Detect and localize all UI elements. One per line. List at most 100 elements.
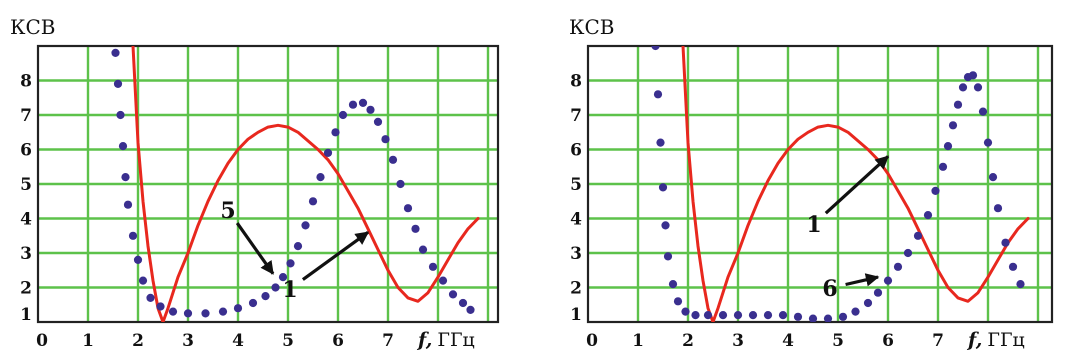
series-point <box>656 138 665 147</box>
series-point <box>133 255 143 264</box>
series-point <box>893 262 903 271</box>
series-point <box>993 204 1003 213</box>
y-tick-label: 2 <box>570 279 582 299</box>
series-point <box>293 242 303 251</box>
series-point <box>948 121 958 130</box>
annotation-label: 1 <box>282 277 297 303</box>
series-point <box>658 183 668 192</box>
x-tick-label: 4 <box>782 331 794 351</box>
y-tick-label: 1 <box>570 305 582 325</box>
series-point <box>1016 280 1025 289</box>
series-point <box>418 245 428 254</box>
series-point <box>168 307 178 316</box>
series-point <box>458 298 468 308</box>
series-point <box>331 128 340 137</box>
x-tick-label: 1 <box>632 331 644 351</box>
y-tick-label: 3 <box>20 244 32 264</box>
series-point <box>111 48 120 58</box>
y-tick-label: 7 <box>570 106 582 126</box>
series-point <box>118 142 128 151</box>
series-point <box>923 211 933 220</box>
series-point <box>863 298 873 308</box>
x-tick-label: 1 <box>82 331 94 351</box>
y-tick-label: 6 <box>570 141 582 161</box>
x-tick-label: 7 <box>932 331 944 351</box>
series-point <box>983 138 993 147</box>
series-point <box>301 221 310 230</box>
series-point <box>851 307 860 316</box>
series-point <box>156 302 165 311</box>
annotation-label: 6 <box>822 276 837 302</box>
series-point <box>1001 238 1010 247</box>
series-point <box>218 307 228 316</box>
series-point <box>183 309 193 318</box>
series-point <box>968 71 978 80</box>
series-point <box>691 311 700 320</box>
series-point <box>973 83 983 92</box>
series-point <box>873 288 883 297</box>
y-tick-label: 1 <box>20 305 32 325</box>
series-point <box>943 142 953 151</box>
plot-frame <box>36 44 500 324</box>
series-point <box>1008 262 1018 271</box>
series-point <box>308 197 318 206</box>
series-point <box>113 79 123 88</box>
series-line-solid <box>681 46 1030 322</box>
x-tick-label: 3 <box>732 331 744 351</box>
series-point <box>123 200 133 209</box>
series-point <box>883 276 893 285</box>
series-point <box>248 298 258 308</box>
y-tick-label: 6 <box>20 141 32 161</box>
series-point <box>138 276 148 285</box>
series-point <box>913 231 923 240</box>
y-tick-label: 7 <box>20 106 32 126</box>
y-tick-label: 8 <box>570 72 582 92</box>
x-tick-label: 2 <box>132 331 144 351</box>
series-point <box>411 224 420 233</box>
annotation-arrow <box>845 273 880 287</box>
series-point <box>663 252 673 261</box>
y-axis-title: КСВ <box>10 15 55 39</box>
series-point <box>661 221 670 230</box>
series-point <box>338 110 348 120</box>
y-tick-label: 5 <box>570 175 582 195</box>
series-point <box>358 98 368 107</box>
y-tick-label: 4 <box>570 210 582 230</box>
x-tick-label: 5 <box>282 331 294 351</box>
series-point <box>653 90 663 99</box>
series-point <box>233 304 243 313</box>
y-tick-label: 8 <box>20 72 32 92</box>
annotation-arrow <box>824 155 890 215</box>
y-tick-label: 5 <box>20 175 32 195</box>
series-point <box>448 290 458 299</box>
series-point <box>271 283 280 292</box>
series-point <box>373 117 383 126</box>
x-tick-label: 7 <box>382 331 394 351</box>
series-point <box>988 173 998 182</box>
series-point <box>808 314 818 322</box>
series-point <box>146 293 155 302</box>
annotation-label: 5 <box>220 198 235 224</box>
series-point <box>381 135 390 144</box>
x-tick-label: 6 <box>332 331 344 351</box>
series-point <box>403 204 413 213</box>
series-point <box>673 297 683 306</box>
y-tick-label: 4 <box>20 210 32 230</box>
series-point <box>733 311 743 320</box>
series-point <box>128 231 138 240</box>
series-point <box>938 162 948 171</box>
x-tick-label: 6 <box>882 331 894 351</box>
series-point <box>286 259 295 268</box>
x-tick-label: 0 <box>586 331 598 351</box>
series-point <box>823 314 833 322</box>
y-tick-label: 3 <box>570 244 582 264</box>
series-point <box>668 280 678 289</box>
x-tick-label: 3 <box>182 331 194 351</box>
annotation-label: 1 <box>806 212 821 238</box>
x-tick-label: 0 <box>36 331 48 351</box>
x-axis-title: f, ГГц <box>416 329 475 351</box>
series-point <box>261 292 270 301</box>
series-point <box>763 311 773 320</box>
x-tick-label: 5 <box>832 331 844 351</box>
series-point <box>316 173 325 182</box>
